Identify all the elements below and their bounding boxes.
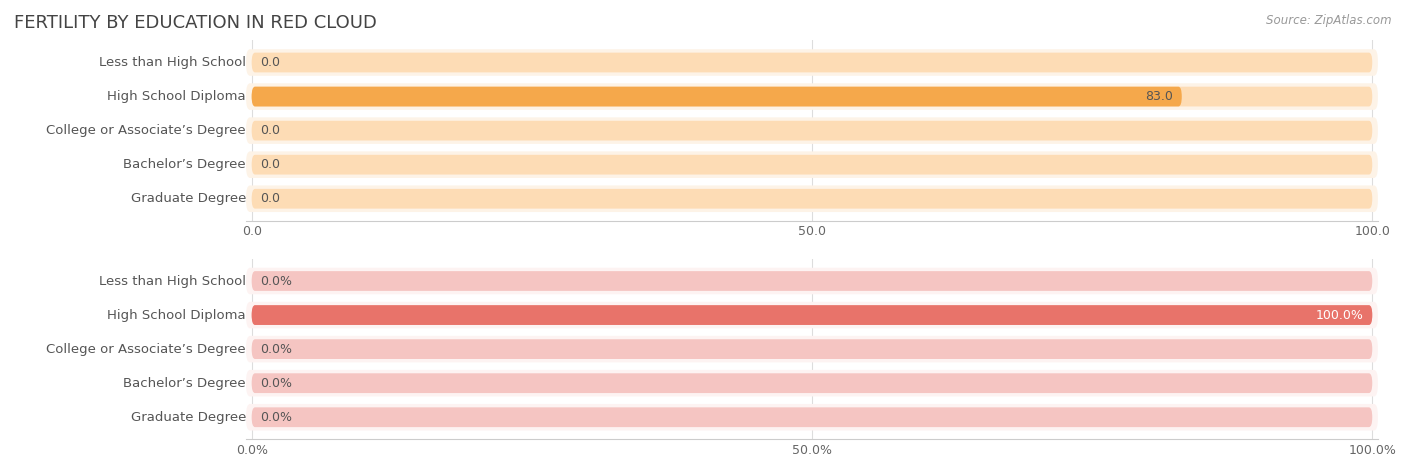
Text: 0.0%: 0.0% xyxy=(260,377,292,389)
Text: Graduate Degree: Graduate Degree xyxy=(131,192,246,205)
FancyBboxPatch shape xyxy=(246,49,1378,76)
Text: 83.0: 83.0 xyxy=(1144,90,1173,103)
FancyBboxPatch shape xyxy=(252,408,1372,427)
FancyBboxPatch shape xyxy=(246,302,1378,328)
FancyBboxPatch shape xyxy=(252,87,1182,106)
Text: College or Associate’s Degree: College or Associate’s Degree xyxy=(46,342,246,356)
FancyBboxPatch shape xyxy=(246,83,1378,110)
FancyBboxPatch shape xyxy=(246,336,1378,362)
FancyBboxPatch shape xyxy=(246,185,1378,212)
FancyBboxPatch shape xyxy=(246,404,1378,430)
Text: Graduate Degree: Graduate Degree xyxy=(131,411,246,424)
Text: Source: ZipAtlas.com: Source: ZipAtlas.com xyxy=(1267,14,1392,27)
FancyBboxPatch shape xyxy=(246,117,1378,144)
FancyBboxPatch shape xyxy=(246,152,1378,178)
FancyBboxPatch shape xyxy=(246,370,1378,397)
FancyBboxPatch shape xyxy=(252,121,1372,141)
FancyBboxPatch shape xyxy=(252,155,1372,174)
Text: Less than High School: Less than High School xyxy=(98,56,246,69)
FancyBboxPatch shape xyxy=(252,53,1372,72)
Text: 0.0: 0.0 xyxy=(260,56,281,69)
Text: High School Diploma: High School Diploma xyxy=(107,90,246,103)
Text: 0.0: 0.0 xyxy=(260,124,281,137)
Text: Bachelor’s Degree: Bachelor’s Degree xyxy=(124,377,246,389)
FancyBboxPatch shape xyxy=(246,268,1378,294)
Text: 0.0%: 0.0% xyxy=(260,342,292,356)
FancyBboxPatch shape xyxy=(252,189,1372,209)
FancyBboxPatch shape xyxy=(252,271,1372,291)
Text: 0.0%: 0.0% xyxy=(260,411,292,424)
Text: 100.0%: 100.0% xyxy=(1316,309,1364,322)
FancyBboxPatch shape xyxy=(252,339,1372,359)
Text: 0.0: 0.0 xyxy=(260,192,281,205)
Text: 0.0%: 0.0% xyxy=(260,275,292,287)
FancyBboxPatch shape xyxy=(252,373,1372,393)
Text: Bachelor’s Degree: Bachelor’s Degree xyxy=(124,158,246,171)
FancyBboxPatch shape xyxy=(252,305,1372,325)
Text: 0.0: 0.0 xyxy=(260,158,281,171)
Text: College or Associate’s Degree: College or Associate’s Degree xyxy=(46,124,246,137)
FancyBboxPatch shape xyxy=(252,305,1372,325)
Text: Less than High School: Less than High School xyxy=(98,275,246,287)
FancyBboxPatch shape xyxy=(252,87,1372,106)
Text: High School Diploma: High School Diploma xyxy=(107,309,246,322)
Text: FERTILITY BY EDUCATION IN RED CLOUD: FERTILITY BY EDUCATION IN RED CLOUD xyxy=(14,14,377,32)
